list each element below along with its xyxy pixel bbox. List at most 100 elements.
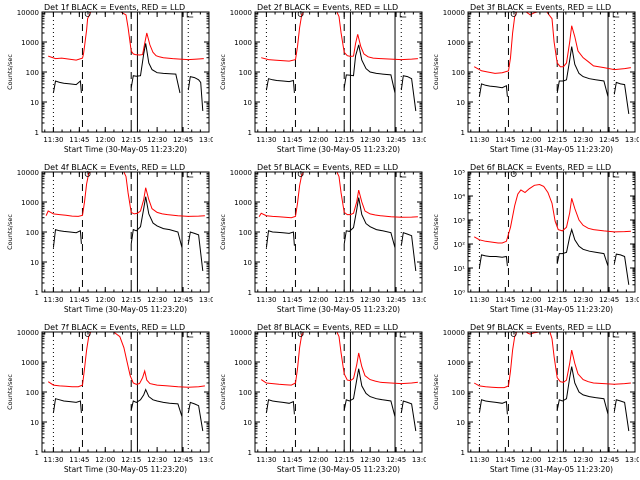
y-tick-label: 10 xyxy=(243,419,252,427)
x-tick-label: 11:45 xyxy=(69,136,89,144)
y-tick-label: 1000 xyxy=(447,359,465,367)
y-tick-label: 1 xyxy=(461,449,465,457)
x-tick-label: 12:15 xyxy=(121,136,141,144)
y-tick-label: 1000 xyxy=(234,359,252,367)
x-tick-label: 11:30 xyxy=(469,136,489,144)
x-axis-label: Start Time (31-May-05 11:23:20) xyxy=(490,305,613,314)
x-tick-label: 12:30 xyxy=(147,456,167,464)
x-axis-label: Start Time (30-May-05 11:23:20) xyxy=(277,305,400,314)
y-tick-label: 1 xyxy=(248,449,252,457)
y-tick-label: 10⁴ xyxy=(453,193,465,201)
x-tick-label: 12:45 xyxy=(599,136,619,144)
y-tick-label: 100 xyxy=(26,69,39,77)
y-tick-label: 10000 xyxy=(443,329,465,337)
lld-series-line xyxy=(260,332,418,386)
x-tick-label: 11:30 xyxy=(469,296,489,304)
y-tick-label: 10 xyxy=(30,419,39,427)
x-tick-label: 12:15 xyxy=(121,296,141,304)
corner-marker xyxy=(399,12,407,18)
x-tick-label: 11:45 xyxy=(495,136,515,144)
y-axis-label: Counts/sec xyxy=(6,214,14,250)
y-tick-label: 100 xyxy=(452,69,465,77)
x-axis-label: Start Time (31-May-05 11:23:20) xyxy=(490,465,613,474)
x-tick-label: 12:30 xyxy=(573,136,593,144)
x-tick-label: 12:15 xyxy=(547,296,567,304)
y-axis-label: Counts/sec xyxy=(6,374,14,410)
y-tick-label: 10000 xyxy=(443,9,465,17)
x-tick-label: 12:30 xyxy=(360,296,380,304)
x-tick-label: 12:15 xyxy=(334,136,354,144)
x-tick-label: 12:00 xyxy=(308,296,328,304)
plot-frame xyxy=(467,11,636,133)
y-tick-label: 10 xyxy=(30,99,39,107)
detector-panel-7: 1 10 100 1000 10000 11:30 11:45 12:00 12:15 12:30… xyxy=(6,323,213,474)
x-tick-label: 11:30 xyxy=(43,296,63,304)
x-tick-label: 13:00 xyxy=(625,296,639,304)
x-tick-label: 11:45 xyxy=(495,296,515,304)
x-tick-label: 12:45 xyxy=(386,296,406,304)
y-tick-label: 10000 xyxy=(230,169,252,177)
chart-title: Det 5f BLACK = Events, RED = LLD xyxy=(257,163,398,172)
x-tick-label: 11:45 xyxy=(282,456,302,464)
lld-series-line xyxy=(258,172,418,219)
events-series-line xyxy=(478,227,630,285)
y-tick-label: 1 xyxy=(35,289,39,297)
x-tick-label: 11:45 xyxy=(69,456,89,464)
x-tick-label: 11:30 xyxy=(43,456,63,464)
x-tick-label: 12:30 xyxy=(147,136,167,144)
x-tick-label: 12:45 xyxy=(173,296,193,304)
x-tick-label: 12:00 xyxy=(308,136,328,144)
x-tick-label: 12:15 xyxy=(334,296,354,304)
chart-title: Det 7f BLACK = Events, RED = LLD xyxy=(44,323,185,332)
y-tick-label: 10² xyxy=(453,241,465,249)
x-tick-label: 12:30 xyxy=(573,296,593,304)
y-tick-label: 1000 xyxy=(234,199,252,207)
x-tick-label: 11:45 xyxy=(282,136,302,144)
x-tick-label: 12:45 xyxy=(386,456,406,464)
y-tick-label: 10⁵ xyxy=(453,169,465,177)
y-tick-label: 10000 xyxy=(17,169,39,177)
x-tick-label: 13:00 xyxy=(412,456,426,464)
events-series-line xyxy=(52,43,204,112)
plot-frame xyxy=(254,171,423,293)
y-tick-label: 10⁰ xyxy=(453,289,465,297)
chart-title: Det 9f BLACK = Events, RED = LLD xyxy=(470,323,611,332)
detector-panel-8: 1 10 100 1000 10000 11:30 11:45 12:00 12:15 12:30… xyxy=(219,323,426,474)
chart-title: Det 3f BLACK = Events, RED = LLD xyxy=(470,3,611,12)
detector-panel-6: 10⁰ 10¹ 10² 10³ 10⁴ 10⁵ 11:30 11:45 12:00 12:15 12… xyxy=(432,163,639,314)
lld-series-line xyxy=(473,12,631,74)
chart-title: Det 8f BLACK = Events, RED = LLD xyxy=(257,323,398,332)
y-tick-label: 1 xyxy=(461,129,465,137)
y-tick-label: 100 xyxy=(26,389,39,397)
lld-series-line xyxy=(473,183,631,244)
y-tick-label: 1000 xyxy=(21,359,39,367)
x-tick-label: 11:30 xyxy=(256,456,276,464)
x-tick-label: 12:15 xyxy=(334,456,354,464)
y-tick-label: 100 xyxy=(239,229,252,237)
lld-series-line xyxy=(261,12,418,62)
lld-series-line xyxy=(45,172,205,217)
x-tick-label: 11:45 xyxy=(69,296,89,304)
lld-series-line xyxy=(48,12,204,61)
y-tick-label: 1 xyxy=(35,449,39,457)
plot-frame xyxy=(467,331,636,453)
x-axis-label: Start Time (30-May-05 11:23:20) xyxy=(64,145,187,154)
y-tick-label: 10000 xyxy=(230,9,252,17)
y-tick-label: 1 xyxy=(35,129,39,137)
y-tick-label: 100 xyxy=(452,389,465,397)
plot-frame xyxy=(467,171,636,293)
x-tick-label: 11:30 xyxy=(43,136,63,144)
x-axis-label: Start Time (31-May-05 11:23:20) xyxy=(490,145,613,154)
x-tick-label: 11:45 xyxy=(495,456,515,464)
y-tick-label: 10³ xyxy=(453,217,465,225)
x-tick-label: 13:00 xyxy=(412,136,426,144)
x-tick-label: 11:30 xyxy=(469,456,489,464)
x-tick-label: 12:45 xyxy=(386,136,406,144)
x-tick-label: 12:45 xyxy=(173,136,193,144)
y-tick-label: 1000 xyxy=(21,199,39,207)
corner-marker xyxy=(186,172,194,178)
x-tick-label: 12:30 xyxy=(360,456,380,464)
y-tick-label: 10000 xyxy=(17,9,39,17)
x-tick-label: 12:15 xyxy=(121,456,141,464)
events-series-line xyxy=(265,44,417,112)
